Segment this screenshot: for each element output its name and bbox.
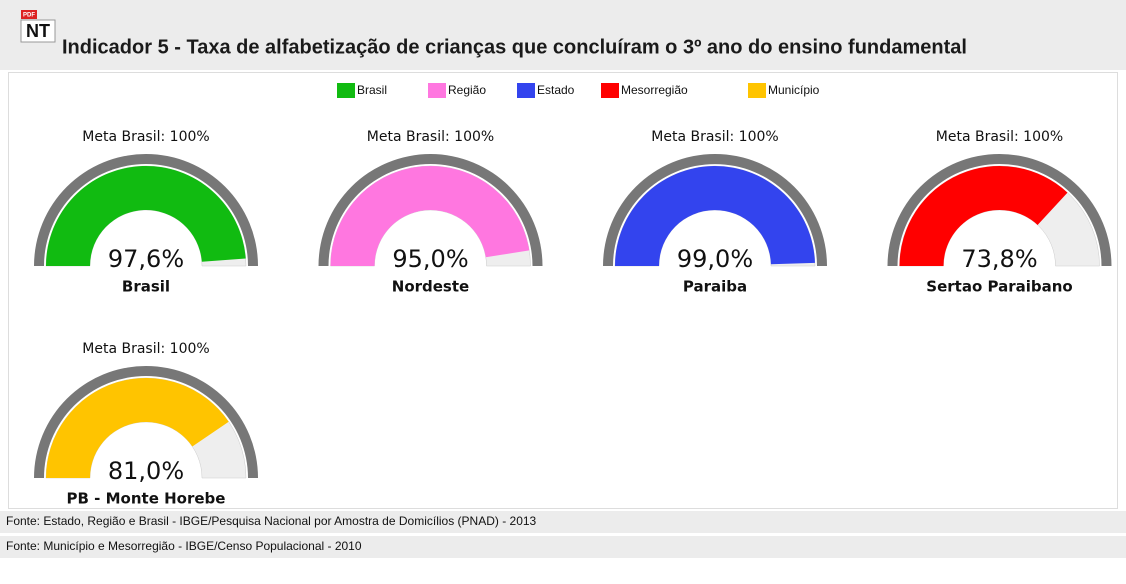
target-label: Meta Brasil: 100% xyxy=(936,129,1063,145)
legend-swatch xyxy=(748,83,766,98)
legend-swatch xyxy=(601,83,619,98)
gauge-name: Nordeste xyxy=(392,278,469,296)
legend-label: Região xyxy=(448,83,486,97)
target-label: Meta Brasil: 100% xyxy=(82,129,209,145)
gauge-name: Paraiba xyxy=(683,278,747,296)
gauge-name: PB - Monte Horebe xyxy=(67,490,226,508)
icon-label: NT xyxy=(26,21,50,41)
header-bar xyxy=(0,0,1126,70)
gauge-value xyxy=(330,165,530,266)
legend-label: Estado xyxy=(537,83,575,97)
legend-label: Município xyxy=(768,83,820,97)
target-label: Meta Brasil: 100% xyxy=(651,129,778,145)
value-label: 97,6% xyxy=(108,245,184,273)
gauge-value xyxy=(46,377,229,478)
gauge-value xyxy=(615,166,815,266)
footer-bar xyxy=(0,511,1126,533)
gauge-value xyxy=(45,165,246,266)
value-label: 99,0% xyxy=(677,245,753,273)
value-label: 81,0% xyxy=(108,457,184,485)
legend-swatch xyxy=(337,83,355,98)
legend-label: Brasil xyxy=(357,83,387,97)
footer-bar xyxy=(0,536,1126,558)
target-label: Meta Brasil: 100% xyxy=(82,341,209,357)
pdf-badge-text: PDF xyxy=(23,13,35,19)
legend-swatch xyxy=(428,83,446,98)
legend-label: Mesorregião xyxy=(621,83,688,97)
source-note: Fonte: Estado, Região e Brasil - IBGE/Pe… xyxy=(6,514,537,528)
value-label: 73,8% xyxy=(961,245,1037,273)
icon-frame xyxy=(20,19,56,43)
target-label: Meta Brasil: 100% xyxy=(367,129,494,145)
gauge-name: Brasil xyxy=(122,278,170,296)
source-note: Fonte: Município e Mesorregião - IBGE/Ce… xyxy=(6,539,362,553)
value-label: 95,0% xyxy=(392,245,468,273)
title: Indicador 5 - Taxa de alfabetização de c… xyxy=(62,36,967,58)
gauge-value xyxy=(899,165,1068,266)
gauge-name: Sertao Paraibano xyxy=(926,278,1072,296)
pdf-badge xyxy=(21,10,37,19)
legend-swatch xyxy=(517,83,535,98)
